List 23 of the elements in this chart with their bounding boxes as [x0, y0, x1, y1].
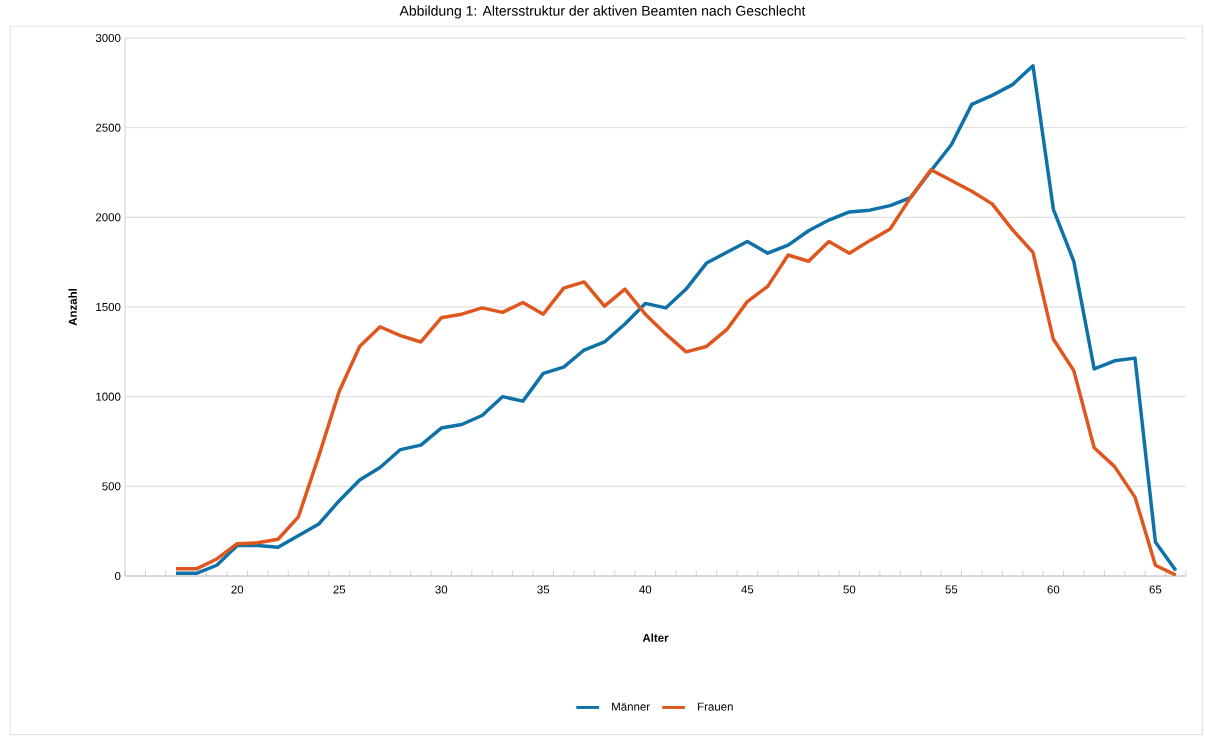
line-series: [174, 168, 1178, 576]
x-axis-title: Alter: [642, 633, 669, 642]
x-tick-label: 65: [1149, 585, 1162, 594]
x-tick-label: 60: [1047, 585, 1060, 594]
y-tick-label: 500: [102, 482, 121, 491]
x-tick-label: 20: [231, 585, 244, 594]
y-tick-label: 3000: [95, 33, 121, 43]
y-tick-label: 2500: [95, 123, 121, 132]
y-tick-label: 0: [114, 571, 121, 581]
y-tick-label: 1000: [96, 392, 121, 401]
x-tick-label: 45: [741, 585, 754, 594]
y-tick-label: 1500: [96, 302, 121, 312]
x-tick-label: 40: [639, 585, 652, 594]
x-tick-label: 25: [333, 585, 346, 594]
chart-title: Abbildung 1: Altersstruktur der aktiven Beamten nach Geschlecht: [399, 5, 806, 19]
x-tick-label: 55: [945, 585, 958, 594]
x-tick-label: 50: [843, 585, 856, 594]
y-axis-title: Anzahl: [68, 289, 77, 326]
legend-label: Männer: [612, 702, 650, 711]
y-tick-label: 2000: [95, 213, 121, 222]
x-tick-label: 30: [435, 585, 448, 594]
legend-label: Frauen: [698, 702, 733, 711]
x-tick-label: 35: [537, 585, 550, 594]
